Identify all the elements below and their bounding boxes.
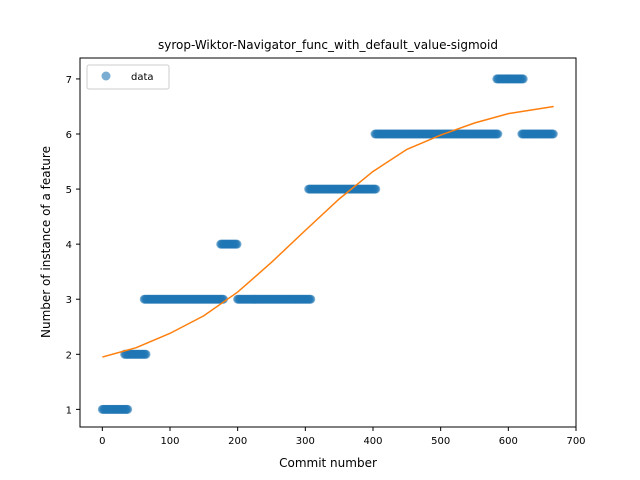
fit-line xyxy=(102,105,554,358)
y-axis: 1 2 3 4 5 6 7 xyxy=(66,75,80,416)
x-tick-label: 0 xyxy=(99,436,105,447)
x-tick-label: 500 xyxy=(431,436,450,447)
x-tick-label: 300 xyxy=(296,436,315,447)
y-tick-label: 2 xyxy=(66,350,72,361)
data-point xyxy=(493,129,503,139)
data-point xyxy=(218,294,228,304)
x-axis: 0 100 200 300 400 500 600 700 xyxy=(99,427,586,447)
legend: data xyxy=(86,64,170,90)
axes-frame xyxy=(79,57,577,428)
data-point xyxy=(123,404,133,414)
data-point xyxy=(306,294,316,304)
legend-label-data: data xyxy=(131,72,154,83)
x-tick-label: 100 xyxy=(160,436,179,447)
x-tick-label: 400 xyxy=(363,436,382,447)
legend-marker-data xyxy=(101,71,111,81)
x-axis-label: Commit number xyxy=(279,456,377,470)
y-tick-label: 6 xyxy=(66,130,72,141)
x-tick-label: 700 xyxy=(566,436,585,447)
y-tick-label: 1 xyxy=(66,405,72,416)
data-point xyxy=(141,349,151,359)
data-point xyxy=(371,184,381,194)
plot-area xyxy=(97,74,558,414)
y-tick-label: 3 xyxy=(66,295,72,306)
y-tick-label: 7 xyxy=(66,75,72,86)
y-tick-label: 4 xyxy=(66,240,72,251)
y-tick-label: 5 xyxy=(66,185,72,196)
data-point xyxy=(548,129,558,139)
y-axis-label: Number of instance of a feature xyxy=(39,146,53,338)
chart-title: syrop-Wiktor-Navigator_func_with_default… xyxy=(158,38,498,52)
x-tick-label: 200 xyxy=(228,436,247,447)
data-point xyxy=(518,74,528,84)
data-point xyxy=(232,239,242,249)
legend-box xyxy=(86,64,170,90)
x-tick-label: 600 xyxy=(499,436,518,447)
